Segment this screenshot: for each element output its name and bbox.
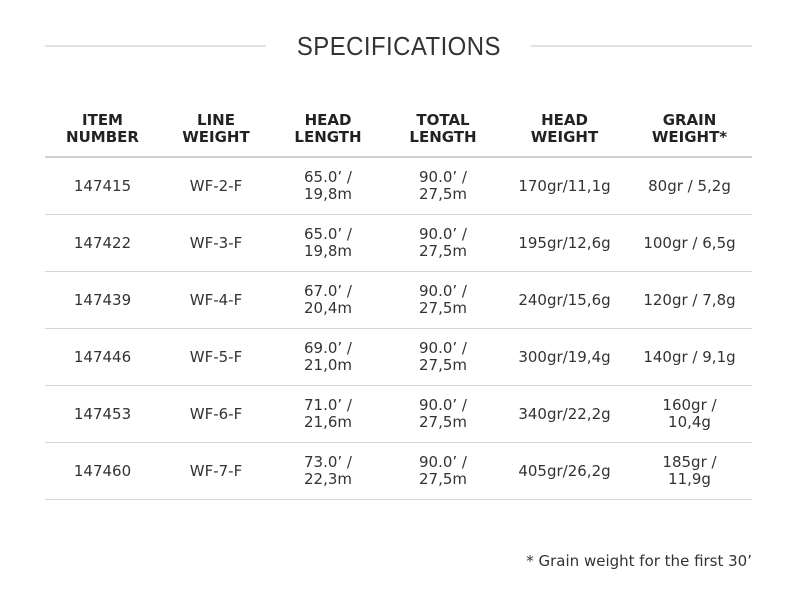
table-row: 147453 WF-6-F 71.0’ / 21,6m 90.0’ / 27,5m 34… <box>45 385 752 443</box>
table-row: 147439 WF-4-F 67.0’ / 20,4m 90.0’ / 27,5m 24… <box>45 271 752 329</box>
table-cell: 147439 <box>45 271 160 329</box>
table-cell: 90.0’ / 27,5m <box>384 442 502 500</box>
table-row: 147415 WF-2-F 65.0’ / 19,8m 90.0’ / 27,5m 17… <box>45 157 752 215</box>
table-cell: 73.0’ / 22,3m <box>272 442 384 500</box>
column-header: HEAD LENGTH <box>272 112 384 158</box>
table-cell: 147453 <box>45 385 160 443</box>
table-row: 147460 WF-7-F 73.0’ / 22,3m 90.0’ / 27,5m 40… <box>45 442 752 500</box>
table-cell: 71.0’ / 21,6m <box>272 385 384 443</box>
divider-left <box>45 45 266 47</box>
column-header: GRAIN WEIGHT* <box>627 112 752 158</box>
table-cell: 147422 <box>45 214 160 272</box>
table-cell: 90.0’ / 27,5m <box>384 214 502 272</box>
divider-right <box>531 45 752 47</box>
column-header: TOTAL LENGTH <box>384 112 502 158</box>
table-cell: 170gr/11,1g <box>502 157 627 215</box>
column-header: LINE WEIGHT <box>160 112 272 158</box>
page-title: SPECIFICATIONS <box>296 30 501 61</box>
table-cell: WF-7-F <box>160 442 272 500</box>
table-cell: 160gr / 10,4g <box>627 385 752 443</box>
table-cell: WF-2-F <box>160 157 272 215</box>
specifications-table: ITEM NUMBER LINE WEIGHT HEAD LENGTH TOTAL L… <box>45 112 752 500</box>
table-cell: 147460 <box>45 442 160 500</box>
table-cell: 405gr/26,2g <box>502 442 627 500</box>
table-cell: 90.0’ / 27,5m <box>384 328 502 386</box>
table-cell: 65.0’ / 19,8m <box>272 214 384 272</box>
table-cell: WF-3-F <box>160 214 272 272</box>
table-cell: WF-6-F <box>160 385 272 443</box>
table-cell: 140gr / 9,1g <box>627 328 752 386</box>
table-cell: 65.0’ / 19,8m <box>272 157 384 215</box>
table-cell: 300gr/19,4g <box>502 328 627 386</box>
table-cell: 90.0’ / 27,5m <box>384 385 502 443</box>
table-cell: 100gr / 6,5g <box>627 214 752 272</box>
table-cell: 69.0’ / 21,0m <box>272 328 384 386</box>
table-cell: 90.0’ / 27,5m <box>384 271 502 329</box>
table-cell: 80gr / 5,2g <box>627 157 752 215</box>
column-header: ITEM NUMBER <box>45 112 160 158</box>
column-header: HEAD WEIGHT <box>502 112 627 158</box>
footnote: * Grain weight for the first 30’ <box>526 552 752 570</box>
table-cell: 340gr/22,2g <box>502 385 627 443</box>
table-cell: 240gr/15,6g <box>502 271 627 329</box>
section-header: SPECIFICATIONS <box>45 28 752 64</box>
table-cell: 195gr/12,6g <box>502 214 627 272</box>
table-cell: 67.0’ / 20,4m <box>272 271 384 329</box>
table-header-row: ITEM NUMBER LINE WEIGHT HEAD LENGTH TOTAL L… <box>45 112 752 158</box>
table-row: 147446 WF-5-F 69.0’ / 21,0m 90.0’ / 27,5m 30… <box>45 328 752 386</box>
table-cell: 147415 <box>45 157 160 215</box>
table-cell: WF-4-F <box>160 271 272 329</box>
table-cell: 147446 <box>45 328 160 386</box>
table-cell: 90.0’ / 27,5m <box>384 157 502 215</box>
table-row: 147422 WF-3-F 65.0’ / 19,8m 90.0’ / 27,5m 19… <box>45 214 752 272</box>
table-cell: 120gr / 7,8g <box>627 271 752 329</box>
table-cell: WF-5-F <box>160 328 272 386</box>
table-cell: 185gr / 11,9g <box>627 442 752 500</box>
